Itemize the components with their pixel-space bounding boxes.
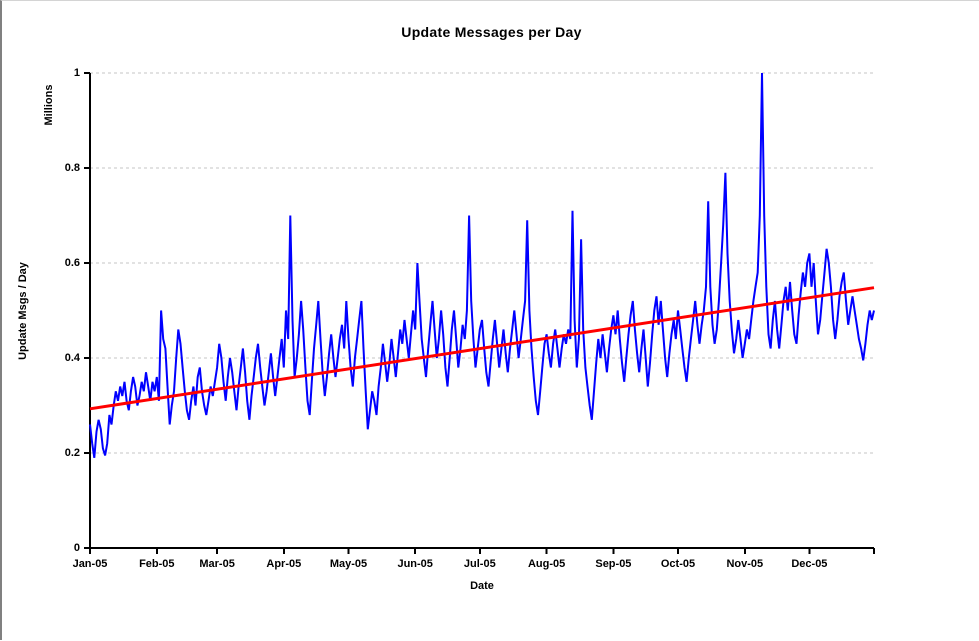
chart-title: Update Messages per Day bbox=[401, 24, 582, 40]
y-tick-label: 0.6 bbox=[64, 257, 80, 269]
x-tick-label: Jan-05 bbox=[72, 558, 108, 570]
x-tick-label: Mar-05 bbox=[199, 558, 235, 570]
trend-line bbox=[89, 286, 875, 411]
x-tick-label: May-05 bbox=[329, 558, 368, 570]
daily-series-line bbox=[89, 72, 875, 458]
x-tick-label: Oct-05 bbox=[660, 558, 696, 570]
x-tick-label: Feb-05 bbox=[139, 558, 175, 570]
x-axis-title: Date bbox=[470, 580, 494, 592]
y-axis-units-label: Millions bbox=[43, 84, 55, 126]
y-tick-label: 0.4 bbox=[64, 352, 80, 364]
x-tick-label: Dec-05 bbox=[791, 558, 828, 570]
y-axis-title: Update Msgs / Day bbox=[17, 262, 29, 360]
x-tick-label: Nov-05 bbox=[726, 558, 764, 570]
y-tick-label: 1 bbox=[73, 67, 80, 79]
x-tick-label: Jul-05 bbox=[463, 558, 496, 570]
y-tick-label: 0.2 bbox=[64, 447, 80, 459]
x-tick-label: Aug-05 bbox=[527, 558, 566, 570]
x-tick-label: Sep-05 bbox=[595, 558, 632, 570]
x-tick-label: Apr-05 bbox=[266, 558, 302, 570]
y-tick-label: 0.8 bbox=[64, 162, 80, 174]
x-tick-label: Jun-05 bbox=[397, 558, 433, 570]
y-tick-label: 0 bbox=[73, 542, 80, 554]
